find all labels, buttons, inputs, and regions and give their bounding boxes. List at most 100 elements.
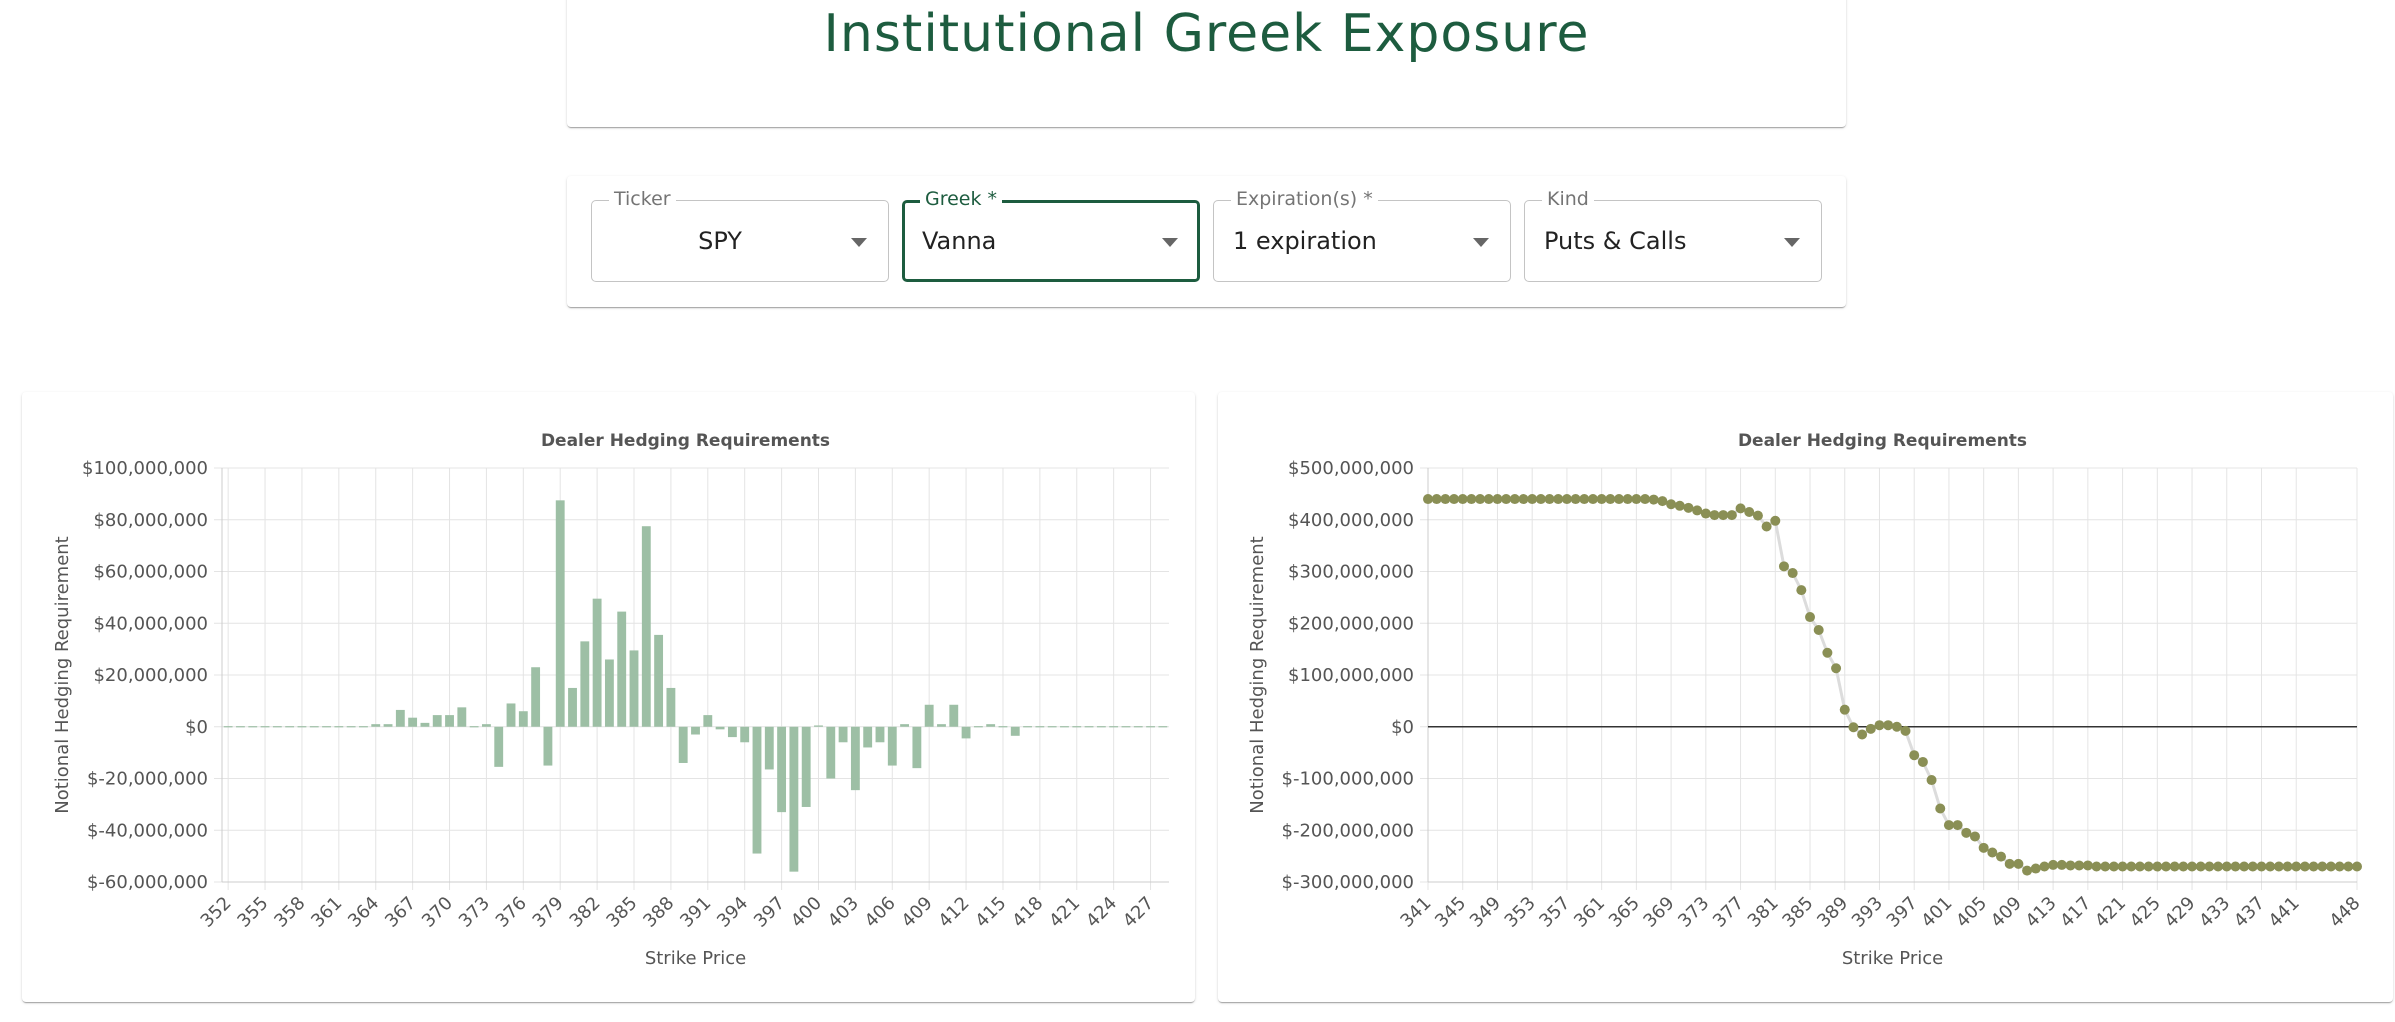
data-point — [1440, 494, 1451, 505]
bar — [346, 726, 356, 728]
x-tick-label: 369 — [1639, 893, 1678, 932]
data-point — [1996, 851, 2007, 862]
ticker-dropdown-arrow-icon[interactable] — [851, 238, 867, 247]
data-point — [1553, 494, 1564, 505]
y-tick-label: $20,000,000 — [93, 665, 208, 686]
line-chart-card: Dealer Hedging Requirements $500,000,000 $… — [1218, 392, 2393, 1002]
bar — [236, 726, 245, 728]
bar — [887, 726, 897, 766]
y-tick-label: $400,000,000 — [1288, 510, 1414, 531]
data-point — [1987, 847, 1998, 858]
data-point — [1822, 647, 1833, 658]
data-point — [2169, 861, 2180, 872]
data-point — [1492, 494, 1503, 505]
bar — [801, 726, 811, 807]
x-tick-label: 349 — [1466, 893, 1505, 932]
x-tick-label: 381 — [1744, 893, 1783, 932]
x-tick-label: 382 — [566, 893, 605, 932]
greek-dropdown-arrow-icon[interactable] — [1162, 238, 1178, 247]
bar — [986, 724, 996, 727]
y-tick-label: $-20,000,000 — [87, 769, 208, 790]
bar — [445, 715, 454, 727]
bar — [1146, 726, 1155, 728]
x-tick-label: 385 — [1778, 893, 1817, 932]
data-point — [1657, 496, 1668, 507]
bar — [260, 726, 270, 728]
data-point — [1666, 499, 1677, 510]
data-point — [1718, 510, 1729, 521]
kind-select[interactable]: Kind Puts & Calls — [1524, 188, 1822, 282]
bar — [518, 711, 528, 727]
data-point — [2091, 861, 2102, 872]
data-point — [1761, 521, 1772, 532]
bar — [752, 726, 762, 854]
x-tick-label: 341 — [1396, 893, 1435, 932]
x-tick-label: 391 — [676, 893, 715, 932]
data-point — [1935, 803, 1946, 814]
kind-value: Puts & Calls — [1544, 227, 1687, 255]
y-tick-label: $80,000,000 — [93, 510, 208, 531]
greek-value: Vanna — [922, 227, 997, 255]
bar — [949, 704, 959, 727]
data-point — [1752, 510, 1763, 521]
data-point — [2178, 861, 2189, 872]
data-point — [1796, 585, 1807, 596]
data-point — [1527, 494, 1538, 505]
data-point — [1501, 494, 1512, 505]
bar — [481, 724, 491, 727]
x-tick-label: 415 — [971, 893, 1010, 932]
data-point — [1805, 612, 1816, 623]
data-point — [2134, 861, 2145, 872]
y-tick-label: $-60,000,000 — [87, 872, 208, 893]
data-point — [2039, 861, 2050, 872]
expirations-select[interactable]: Expiration(s) * 1 expiration — [1213, 188, 1511, 282]
y-tick-label: $500,000,000 — [1288, 458, 1414, 479]
bar — [272, 726, 282, 728]
x-tick-label: 370 — [418, 893, 457, 932]
data-point — [2299, 861, 2310, 872]
bar-chart: Dealer Hedging Requirements $100,000,000 $… — [52, 431, 1169, 969]
page-title: Institutional Greek Exposure — [823, 4, 1590, 64]
data-point — [1883, 720, 1894, 731]
x-tick-label: 379 — [529, 893, 568, 932]
kind-dropdown-arrow-icon[interactable] — [1784, 238, 1800, 247]
y-tick-label: $0 — [1391, 717, 1414, 738]
expirations-dropdown-arrow-icon[interactable] — [1473, 238, 1489, 247]
data-point — [1961, 827, 1972, 838]
expirations-label: Expiration(s) * — [1231, 188, 1378, 210]
data-point — [1509, 494, 1520, 505]
bar — [900, 724, 910, 727]
expirations-value: 1 expiration — [1233, 227, 1377, 255]
x-tick-label: 361 — [1570, 893, 1609, 932]
x-tick-label: 418 — [1008, 893, 1047, 932]
bar — [912, 726, 922, 769]
x-tick-label: 429 — [2160, 893, 2199, 932]
data-point — [2152, 861, 2163, 872]
bar — [826, 726, 836, 779]
bar — [691, 726, 700, 735]
bar — [506, 703, 516, 727]
x-tick-label: 403 — [824, 893, 863, 932]
data-point — [2282, 861, 2293, 872]
bar — [666, 687, 676, 727]
data-point — [2056, 859, 2067, 870]
bar — [1096, 726, 1106, 728]
data-point — [1874, 720, 1885, 731]
data-point — [2247, 861, 2258, 872]
data-point — [1674, 500, 1685, 511]
ticker-select[interactable]: Ticker SPY — [591, 188, 889, 282]
greek-select[interactable]: Greek * Vanna — [902, 188, 1200, 282]
bar — [998, 726, 1008, 728]
data-point — [1952, 820, 1963, 831]
data-point — [2221, 861, 2232, 872]
chart-title: Dealer Hedging Requirements — [541, 431, 830, 451]
x-tick-label: 377 — [1709, 893, 1748, 932]
x-tick-label: 406 — [861, 893, 900, 932]
x-tick-label: 364 — [344, 893, 383, 932]
data-point — [2013, 858, 2024, 869]
x-tick-label: 393 — [1848, 893, 1887, 932]
x-tick-label: 388 — [639, 893, 678, 932]
x-tick-label: 355 — [233, 893, 272, 932]
data-point — [2004, 858, 2015, 869]
x-tick-label: 394 — [713, 893, 752, 932]
